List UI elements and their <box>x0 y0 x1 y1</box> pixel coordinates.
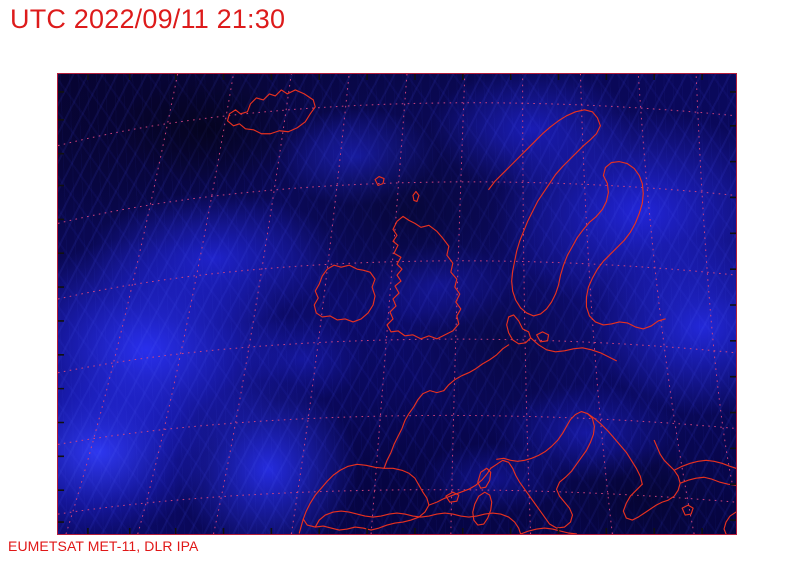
coastline-danish-isles <box>536 331 550 343</box>
coastline-gulf-of-lion <box>428 467 492 506</box>
utc-timestamp-header: UTC 2022/09/11 21:30 <box>10 4 286 34</box>
graticule-parallels <box>58 102 736 515</box>
coastline-aegean-islands <box>681 504 694 516</box>
coastline-corsica <box>477 467 492 489</box>
coastline-baltic-south <box>530 337 617 362</box>
coastline-sardinia <box>472 491 493 526</box>
coastline-sweden-finland <box>520 161 666 330</box>
cloud-mass-layer <box>58 74 736 534</box>
coastline-north-africa <box>298 510 522 534</box>
graticule-meridians <box>65 74 733 534</box>
coastline-greece <box>622 439 681 521</box>
coastline-shetland <box>412 190 420 203</box>
coastline-continental-north <box>443 344 510 392</box>
coastline-denmark <box>506 314 532 345</box>
coastline-france-west <box>383 390 445 469</box>
coastline-ireland <box>313 264 376 323</box>
coastline-norway <box>488 109 601 309</box>
coastline-italy <box>490 410 595 529</box>
coastline-balkans-adriatic <box>586 412 643 485</box>
coastline-iceland <box>226 89 316 135</box>
frame-tick-marks <box>58 74 736 534</box>
coastline-great-britain <box>386 215 462 340</box>
coastline-iberia <box>302 463 430 531</box>
coastline-tunisia-libya <box>520 527 578 534</box>
coastline-faroe-islands <box>374 175 385 187</box>
cloud-filament-layer <box>58 74 736 534</box>
coastline-black-sea <box>673 459 736 471</box>
coastline-balearic <box>445 491 460 503</box>
attribution-caption: EUMETSAT MET-11, DLR IPA <box>8 538 199 554</box>
coastlines <box>226 89 736 534</box>
clear-sky-shading-layer <box>58 74 736 534</box>
map-vector-overlay <box>58 74 736 534</box>
coastline-levant <box>723 511 736 534</box>
satellite-map-frame <box>57 73 737 535</box>
coastline-turkey <box>679 476 736 486</box>
